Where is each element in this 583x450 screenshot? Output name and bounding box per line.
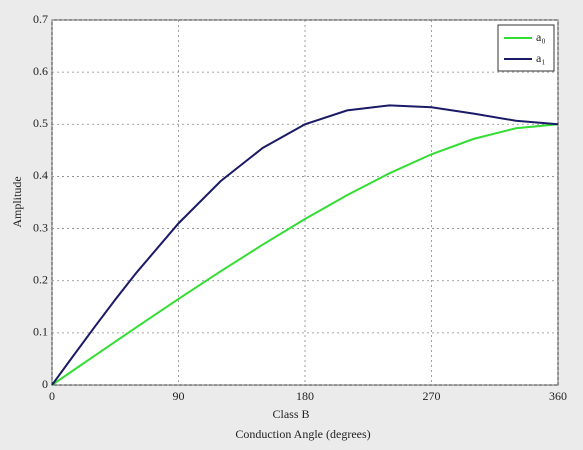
y-tick-label: 0.2	[33, 272, 48, 286]
series-line	[51, 123, 559, 386]
y-axis-label: Amplitude	[10, 176, 24, 227]
x-tick-label: 180	[296, 389, 314, 403]
legend-box	[497, 24, 555, 72]
legend-label: a₁	[536, 51, 546, 65]
series-line	[51, 104, 559, 386]
y-tick-label: 0.6	[33, 64, 48, 78]
y-tick-label: 0.3	[33, 220, 48, 234]
x-tick-label: 0	[49, 389, 55, 403]
legend-label: a₀	[536, 30, 546, 44]
y-tick-label: 0.4	[33, 168, 48, 182]
y-tick-label: 0.1	[33, 325, 48, 339]
subtitle: Class B	[272, 407, 309, 421]
y-tick-label: 0.5	[33, 116, 48, 130]
y-tick-label: 0.7	[33, 12, 48, 26]
y-tick-label: 0	[42, 377, 48, 391]
x-axis-label: Conduction Angle (degrees)	[235, 427, 370, 441]
x-tick-label: 270	[423, 389, 441, 403]
x-tick-label: 90	[173, 389, 185, 403]
x-tick-label: 360	[549, 389, 567, 403]
